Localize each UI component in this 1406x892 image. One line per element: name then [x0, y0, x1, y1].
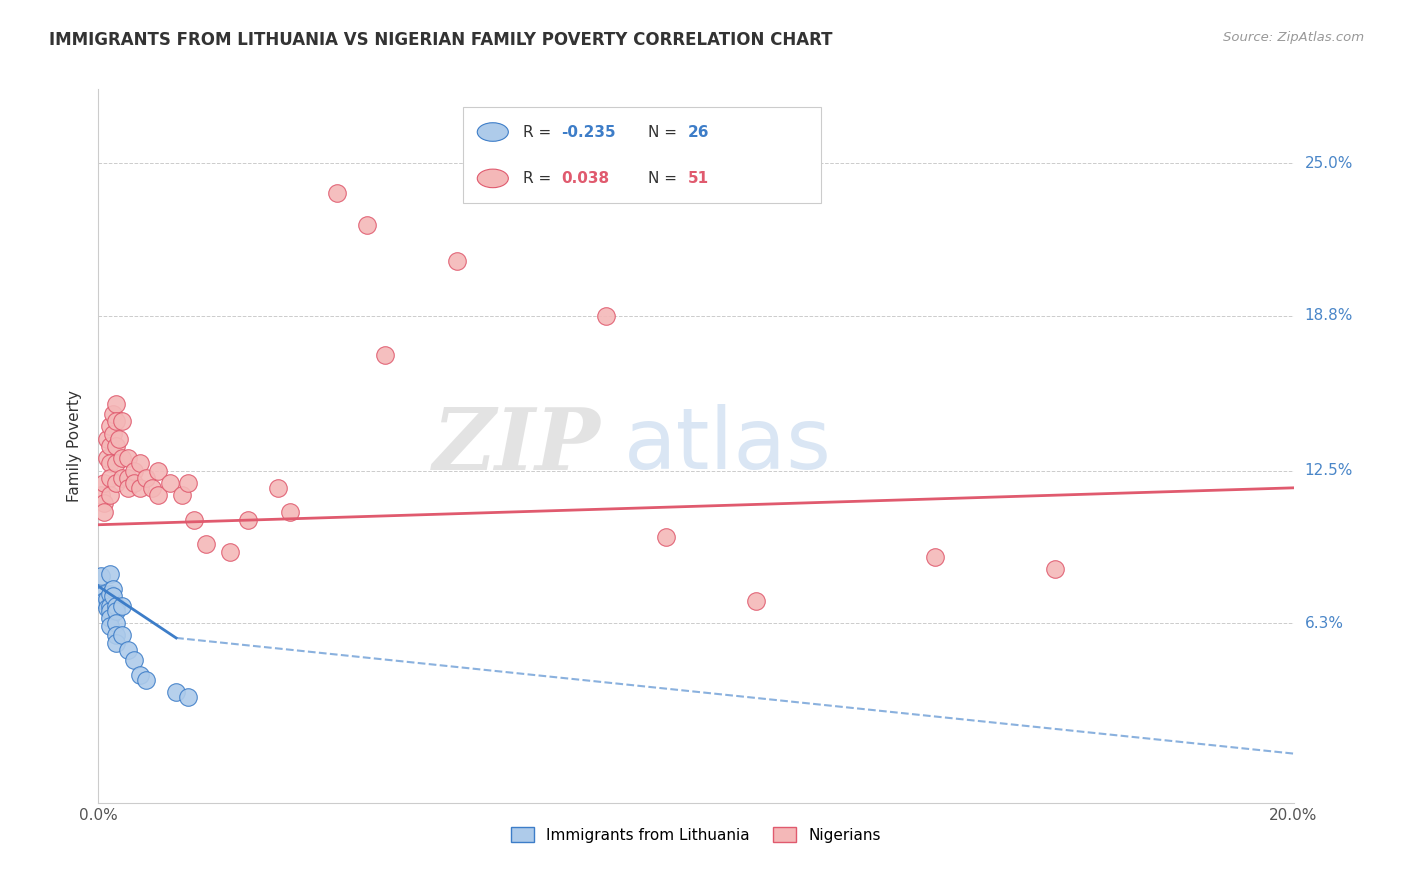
Point: [108, 432, 131, 446]
Point: [96, 451, 118, 466]
Point: [105, 456, 128, 470]
Point: [90, 488, 112, 502]
Point: [446, 254, 468, 268]
Point: [111, 628, 134, 642]
Point: [236, 513, 259, 527]
Point: [98, 456, 122, 470]
Text: 6.3%: 6.3%: [1305, 615, 1344, 631]
Text: N =: N =: [648, 125, 682, 139]
Point: [98, 604, 122, 618]
Point: [111, 471, 134, 485]
Point: [117, 643, 139, 657]
Point: [96, 591, 118, 606]
Point: [98, 599, 122, 613]
Point: [111, 414, 134, 428]
Point: [129, 456, 152, 470]
Point: [124, 653, 146, 667]
Text: 51: 51: [688, 171, 709, 186]
Point: [90, 569, 112, 583]
Point: [183, 513, 205, 527]
Point: [98, 439, 122, 453]
Point: [105, 604, 128, 618]
Point: [93, 475, 115, 490]
Point: [98, 471, 122, 485]
Point: [924, 549, 946, 564]
Point: [124, 475, 146, 490]
Point: [105, 616, 128, 631]
Point: [98, 618, 122, 632]
Text: N =: N =: [648, 171, 682, 186]
Point: [103, 426, 125, 441]
Point: [103, 407, 125, 421]
Text: 18.8%: 18.8%: [1305, 308, 1353, 323]
Point: [96, 601, 118, 615]
Legend: Immigrants from Lithuania, Nigerians: Immigrants from Lithuania, Nigerians: [505, 821, 887, 848]
Point: [111, 599, 134, 613]
Point: [135, 471, 157, 485]
Point: [159, 475, 181, 490]
Point: [595, 309, 617, 323]
Point: [105, 414, 128, 428]
Circle shape: [477, 169, 509, 187]
Point: [141, 481, 163, 495]
Point: [278, 505, 301, 519]
Point: [326, 186, 349, 200]
Text: 25.0%: 25.0%: [1305, 155, 1353, 170]
Point: [103, 589, 125, 603]
Point: [219, 545, 242, 559]
Point: [98, 488, 122, 502]
Point: [655, 530, 678, 544]
Text: atlas: atlas: [624, 404, 832, 488]
Point: [103, 582, 125, 596]
Point: [105, 628, 128, 642]
Text: Source: ZipAtlas.com: Source: ZipAtlas.com: [1223, 31, 1364, 45]
Point: [93, 594, 115, 608]
Point: [1043, 562, 1066, 576]
Point: [135, 673, 157, 687]
Point: [93, 505, 115, 519]
Point: [356, 218, 378, 232]
Point: [745, 594, 768, 608]
Point: [148, 464, 170, 478]
Point: [124, 464, 146, 478]
Point: [148, 488, 170, 502]
Point: [98, 566, 122, 581]
Point: [195, 537, 218, 551]
Point: [177, 690, 200, 704]
Point: [93, 495, 115, 509]
Text: 0.038: 0.038: [561, 171, 609, 186]
Text: IMMIGRANTS FROM LITHUANIA VS NIGERIAN FAMILY POVERTY CORRELATION CHART: IMMIGRANTS FROM LITHUANIA VS NIGERIAN FA…: [49, 31, 832, 49]
Point: [105, 636, 128, 650]
Text: 12.5%: 12.5%: [1305, 463, 1353, 478]
Point: [374, 348, 396, 362]
Text: R =: R =: [523, 125, 555, 139]
Point: [165, 685, 187, 699]
Text: R =: R =: [523, 171, 555, 186]
Point: [93, 587, 115, 601]
Y-axis label: Family Poverty: Family Poverty: [67, 390, 83, 502]
Point: [105, 475, 128, 490]
Point: [105, 439, 128, 453]
Point: [129, 481, 152, 495]
Text: -0.235: -0.235: [561, 125, 616, 139]
Point: [111, 451, 134, 466]
Point: [117, 471, 139, 485]
Point: [117, 481, 139, 495]
Point: [98, 587, 122, 601]
Point: [98, 419, 122, 434]
Point: [129, 668, 152, 682]
Circle shape: [477, 123, 509, 141]
Point: [96, 432, 118, 446]
Point: [172, 488, 194, 502]
Text: 26: 26: [688, 125, 709, 139]
FancyBboxPatch shape: [463, 107, 821, 203]
Text: ZIP: ZIP: [433, 404, 600, 488]
Point: [105, 397, 128, 411]
Point: [105, 599, 128, 613]
Point: [117, 451, 139, 466]
Point: [267, 481, 290, 495]
Point: [177, 475, 200, 490]
Point: [98, 611, 122, 625]
